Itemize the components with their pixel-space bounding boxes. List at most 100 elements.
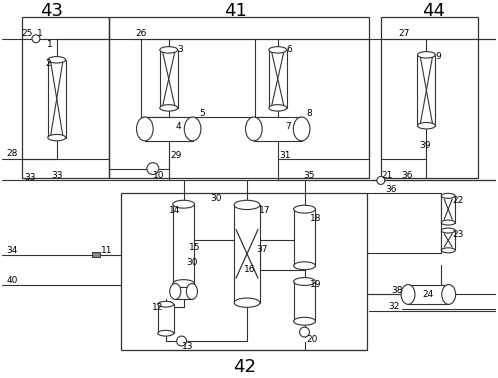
Text: 40: 40	[6, 276, 18, 285]
Text: 3: 3	[178, 45, 183, 54]
Text: 35: 35	[304, 171, 315, 180]
Text: 42: 42	[234, 358, 256, 376]
Ellipse shape	[294, 277, 315, 285]
Text: 1: 1	[47, 40, 53, 49]
Text: 32: 32	[388, 302, 399, 311]
Text: 34: 34	[6, 246, 18, 255]
Text: 33: 33	[51, 171, 62, 180]
Circle shape	[177, 336, 187, 346]
Text: 38: 38	[391, 286, 402, 295]
Text: 44: 44	[422, 2, 445, 20]
Text: 1: 1	[37, 29, 43, 38]
Ellipse shape	[160, 46, 178, 53]
Bar	[160, 50, 178, 108]
Text: 7: 7	[285, 122, 290, 132]
Bar	[158, 304, 174, 333]
Bar	[441, 231, 455, 250]
Bar	[121, 194, 367, 350]
Ellipse shape	[269, 105, 287, 111]
Text: 16: 16	[244, 265, 256, 274]
Circle shape	[147, 163, 159, 175]
Text: 39: 39	[420, 141, 431, 150]
Text: 29: 29	[170, 151, 181, 160]
Text: 25: 25	[21, 29, 33, 38]
Text: 17: 17	[259, 206, 270, 215]
Text: 24: 24	[423, 290, 434, 299]
Ellipse shape	[441, 228, 455, 233]
Bar	[22, 17, 109, 178]
Text: 14: 14	[169, 206, 180, 215]
Text: 43: 43	[40, 2, 63, 20]
Bar	[234, 205, 260, 303]
Text: 20: 20	[307, 335, 318, 344]
Ellipse shape	[417, 52, 435, 58]
Ellipse shape	[234, 298, 260, 307]
Ellipse shape	[48, 135, 66, 141]
Ellipse shape	[173, 280, 195, 288]
Text: 30: 30	[187, 258, 198, 267]
Text: 2: 2	[45, 59, 51, 68]
Ellipse shape	[417, 122, 435, 129]
Bar	[441, 196, 455, 223]
Text: 41: 41	[224, 2, 247, 20]
Text: 31: 31	[279, 151, 290, 160]
Text: 36: 36	[385, 185, 396, 194]
Text: 11: 11	[101, 246, 112, 255]
Text: 21: 21	[381, 171, 392, 180]
Ellipse shape	[441, 194, 455, 198]
Bar	[175, 284, 192, 299]
Bar	[109, 17, 369, 178]
Text: 36: 36	[401, 171, 412, 180]
Bar	[254, 117, 302, 141]
Ellipse shape	[158, 301, 174, 307]
Ellipse shape	[186, 284, 198, 299]
Bar	[294, 209, 315, 266]
Text: 13: 13	[182, 342, 193, 352]
Text: 28: 28	[6, 149, 18, 158]
Bar	[48, 60, 66, 138]
Ellipse shape	[294, 205, 315, 213]
Ellipse shape	[158, 330, 174, 336]
Text: 8: 8	[307, 108, 312, 118]
Text: 18: 18	[310, 214, 321, 223]
Ellipse shape	[184, 117, 201, 141]
Text: 12: 12	[152, 303, 163, 312]
Ellipse shape	[441, 248, 455, 253]
Bar	[173, 204, 195, 284]
Ellipse shape	[160, 105, 178, 111]
Text: 4: 4	[176, 122, 181, 132]
Bar	[294, 282, 315, 321]
Bar	[145, 117, 193, 141]
Ellipse shape	[173, 200, 195, 208]
Text: 22: 22	[453, 196, 464, 205]
Ellipse shape	[401, 285, 415, 304]
Text: 15: 15	[189, 243, 200, 253]
Ellipse shape	[294, 262, 315, 270]
Ellipse shape	[48, 57, 66, 63]
Bar	[93, 253, 100, 257]
Bar	[381, 17, 478, 178]
Text: 6: 6	[287, 45, 292, 54]
Bar	[417, 55, 435, 126]
Text: 9: 9	[435, 52, 441, 61]
Ellipse shape	[246, 117, 262, 141]
Ellipse shape	[170, 284, 181, 299]
Ellipse shape	[234, 200, 260, 209]
Ellipse shape	[294, 317, 315, 325]
Circle shape	[377, 177, 385, 184]
Text: 19: 19	[310, 280, 321, 289]
Text: 27: 27	[398, 29, 409, 38]
Circle shape	[32, 35, 40, 43]
Ellipse shape	[269, 46, 287, 53]
Text: 33: 33	[24, 173, 36, 182]
Text: 10: 10	[153, 171, 164, 180]
Text: 23: 23	[452, 231, 464, 240]
Ellipse shape	[441, 220, 455, 225]
Text: 26: 26	[135, 29, 146, 38]
Circle shape	[299, 327, 309, 337]
Text: 30: 30	[211, 194, 222, 203]
Text: 37: 37	[256, 245, 267, 254]
Ellipse shape	[293, 117, 310, 141]
Ellipse shape	[442, 285, 456, 304]
Bar	[408, 285, 449, 304]
